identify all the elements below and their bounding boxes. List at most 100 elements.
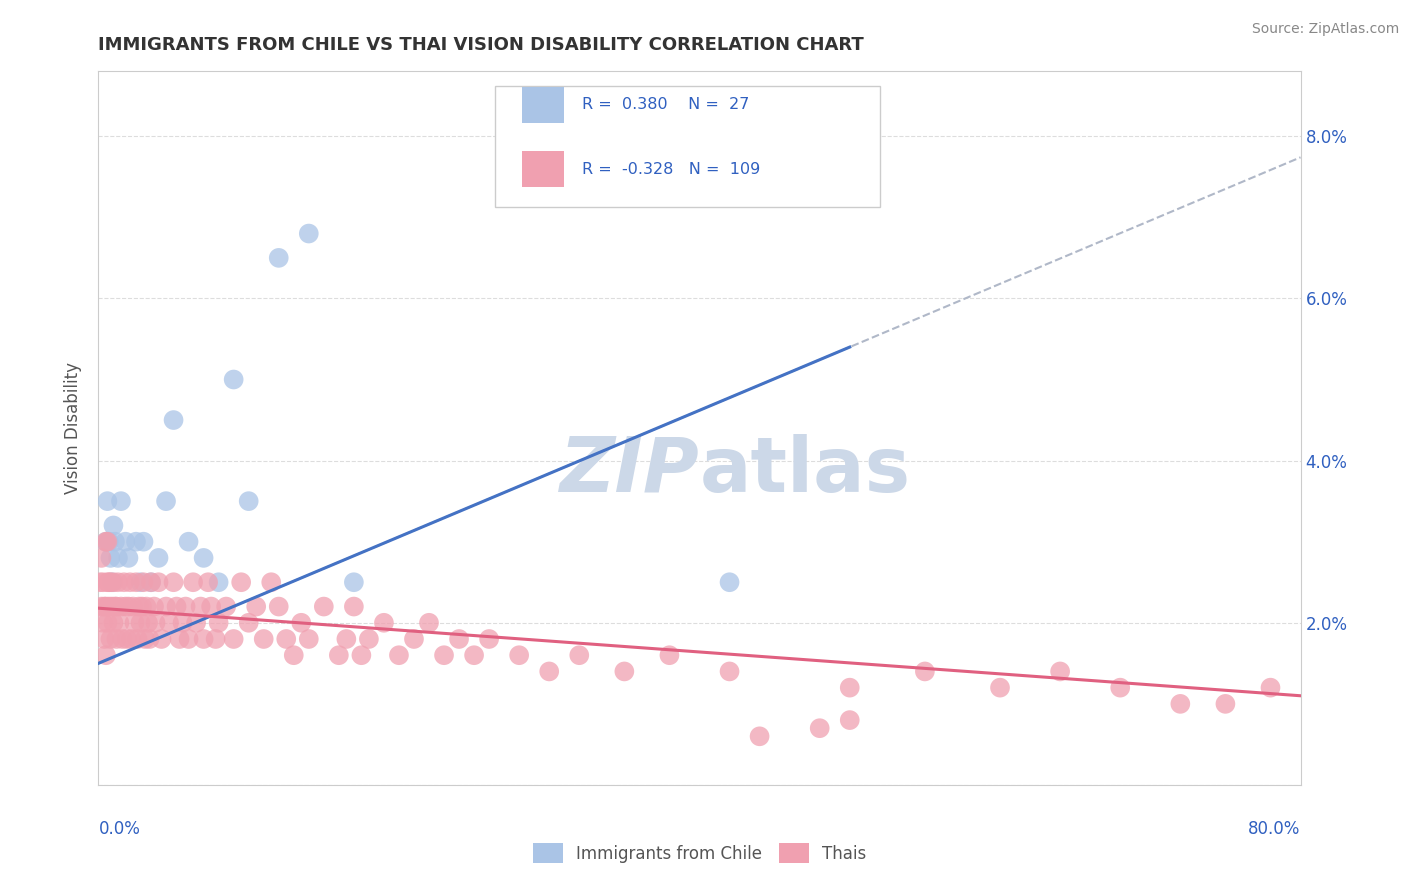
Point [103,518,125,533]
Point [132,534,155,549]
Text: ZIP: ZIP [560,434,700,508]
Point [114,599,136,614]
Point [208,575,231,590]
Point [96,575,118,590]
Point [139,575,162,590]
Point [312,599,335,614]
Point [1170,697,1192,711]
Point [118,575,141,590]
Point [100,550,122,565]
Point [184,615,207,630]
Point [177,632,200,646]
Point [267,599,290,614]
Point [124,615,146,630]
Point [193,550,215,565]
Point [135,599,157,614]
Point [110,494,132,508]
FancyBboxPatch shape [495,86,880,207]
Bar [522,87,564,123]
Point [93,599,115,614]
Point [143,599,166,614]
Point [132,575,155,590]
Point [283,648,305,663]
Point [94,534,117,549]
Point [104,534,127,549]
Point [402,632,425,646]
Point [808,721,831,735]
Point [343,599,366,614]
Point [155,494,177,508]
Point [157,615,180,630]
Point [748,729,770,743]
Point [433,648,456,663]
Point [174,599,197,614]
Point [215,599,238,614]
Point [418,615,440,630]
Text: R =  0.380    N =  27: R = 0.380 N = 27 [582,97,749,112]
Point [538,665,561,679]
Point [373,615,395,630]
Point [129,575,152,590]
Point [96,494,118,508]
Point [508,648,530,663]
Point [328,648,350,663]
Point [463,648,485,663]
Point [89,575,111,590]
Point [90,599,112,614]
Point [181,575,204,590]
Point [447,632,470,646]
Point [138,632,160,646]
Point [335,632,357,646]
Point [1260,681,1282,695]
Point [222,372,245,386]
Point [204,632,226,646]
Point [208,615,231,630]
Point [122,599,145,614]
Text: 0.0%: 0.0% [98,820,141,838]
Point [129,615,152,630]
Point [838,713,860,727]
Point [613,665,636,679]
Point [200,599,222,614]
Point [290,615,312,630]
Point [357,632,380,646]
Point [718,665,741,679]
Point [112,575,135,590]
Point [97,575,120,590]
Text: Source: ZipAtlas.com: Source: ZipAtlas.com [1251,22,1399,37]
Text: IMMIGRANTS FROM CHILE VS THAI VISION DISABILITY CORRELATION CHART: IMMIGRANTS FROM CHILE VS THAI VISION DIS… [98,36,865,54]
Point [117,599,139,614]
Point [169,632,191,646]
Point [94,599,117,614]
Point [90,550,112,565]
Point [838,681,860,695]
Point [96,534,118,549]
Point [93,632,115,646]
Point [658,648,681,663]
Point [128,599,150,614]
Point [105,599,128,614]
Point [245,599,267,614]
Point [115,632,138,646]
Legend: Immigrants from Chile, Thais: Immigrants from Chile, Thais [526,837,873,870]
Y-axis label: Vision Disability: Vision Disability [65,362,83,494]
Point [148,550,170,565]
Point [276,632,298,646]
Point [91,575,114,590]
Point [1109,681,1132,695]
Point [1049,665,1071,679]
Point [94,534,117,549]
Point [97,534,120,549]
Point [131,599,153,614]
Point [197,575,219,590]
Point [107,550,129,565]
Point [238,494,260,508]
Point [100,632,122,646]
Point [101,575,124,590]
Point [104,599,127,614]
Point [148,575,170,590]
Point [253,632,276,646]
Point [1215,697,1237,711]
Point [117,550,139,565]
Point [97,599,120,614]
